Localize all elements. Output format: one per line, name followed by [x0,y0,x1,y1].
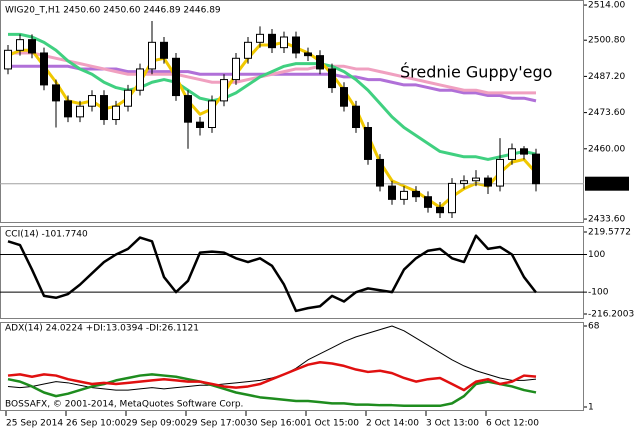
candle-body [328,68,336,89]
indicator-line [7,361,537,392]
candle-body [208,100,216,129]
adx-panel [0,322,584,411]
candle-body [220,79,228,102]
main-panel [0,0,584,223]
candle-body [436,206,444,214]
candle-body [424,196,432,208]
cci-panel [0,226,584,319]
indicator-title: ADX(14) 24.0224 +DI:13.0394 -DI:26.1121 [5,324,199,334]
candle-body [364,127,372,160]
candle-body [268,33,276,49]
candle-body [280,36,288,49]
candle-body [448,182,456,214]
candle-body [160,41,168,59]
candle-body [256,33,264,43]
x-tick-label: 2 Oct 14:00 [366,419,419,429]
candle-body [112,105,120,121]
annotation: Średnie Guppy'ego [400,63,552,82]
x-tick-label: 25 Sep 2014 [6,419,63,429]
last-price-label: 2446.89 [588,179,625,189]
candle-body [400,190,408,200]
x-tick-label: 29 Sep 09:00 [126,419,186,429]
candle-body [64,100,72,118]
candle-body [376,158,384,187]
candle-body [292,36,300,54]
y-tick-label: 2473.60 [588,108,625,118]
candle-body [496,158,504,187]
candle-body [412,190,420,198]
candle-body [472,177,480,182]
candle-body [232,57,240,81]
candle-body [4,49,12,70]
candle-body [40,52,48,86]
candle-body [196,121,204,129]
candle-body [16,39,24,51]
y-tick-label: -100 [588,288,609,298]
candle-body [28,39,36,54]
x-tick-label: 29 Sep 17:00 [186,419,246,429]
indicator-title: CCI(14) -101.7740 [5,230,88,240]
candle-body [460,180,468,184]
candle-body [148,41,156,70]
candle-body [520,148,528,155]
candle-body [352,105,360,129]
chart-title: WIG20_T,H1 2450.60 2450.60 2446.89 2446.… [5,6,221,16]
candle-body [304,52,312,57]
y-tick-label: 2500.80 [588,36,625,46]
last-price-box [585,176,629,191]
x-tick-label: 1 Oct 15:00 [306,419,359,429]
x-tick-label: 6 Oct 12:00 [486,419,539,429]
x-tick-label: 30 Sep 16:00 [246,419,306,429]
candle-body [244,41,252,59]
candle-body [184,95,192,123]
candle-body [508,148,516,160]
indicator-line [7,234,537,313]
candle-body [484,177,492,187]
y-tick-label: 2460.00 [588,144,625,154]
y-tick-label: 2433.60 [588,215,625,225]
candle-body [388,185,396,200]
candle-body [52,84,60,102]
y-tick-label: 2487.20 [588,72,625,82]
moving-average [8,32,537,161]
y-tick-label: 2514.00 [588,1,625,11]
x-tick-label: 3 Oct 13:00 [426,419,479,429]
candle-body [532,153,540,185]
y-tick-label: 219.5772 [588,228,631,238]
y-tick-label: 1 [588,403,594,413]
moving-average [8,51,536,95]
candle-body [76,105,84,118]
candle-body [124,89,132,107]
candle-body [136,68,144,91]
x-tick-label: 26 Sep 10:00 [66,419,126,429]
y-tick-label: -216.2003 [588,310,634,320]
candle-body [316,55,324,70]
copyright: BOSSAFX, © 2001-2014, MetaQuotes Softwar… [5,400,243,410]
indicator-line [7,373,537,408]
y-tick-label: 68 [588,322,600,332]
y-tick-label: 100 [588,250,605,260]
candle-body [172,57,180,97]
candle-body [340,87,348,107]
candle-body [88,95,96,107]
candle-body [100,95,108,121]
